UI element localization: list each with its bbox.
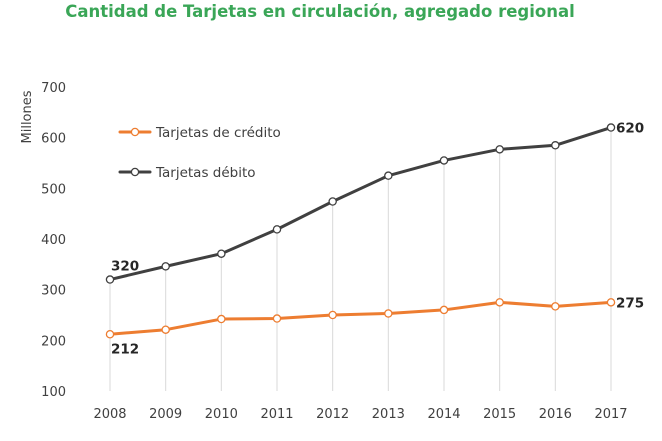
data-label-first: 320 [111,259,139,275]
data-point [551,302,560,311]
x-tick-label: 2014 [427,407,460,422]
y-tick-label: 200 [41,334,66,349]
data-point [606,123,616,132]
data-point [495,145,504,154]
x-tick-label: 2008 [93,407,126,422]
data-label-first: 212 [111,341,139,357]
chart-title: Cantidad de Tarjetas en circulación, agr… [65,2,575,21]
data-point [551,141,560,150]
x-tick-label: 2009 [149,407,182,422]
series-line-0 [108,300,613,336]
y-tick-label: 600 [41,132,66,147]
data-label-last: 620 [616,121,644,137]
x-tick-label: 2012 [316,407,349,422]
data-point [439,305,449,315]
y-tick-label: 400 [41,233,66,248]
legend-swatch-marker [130,127,140,137]
x-tick-label: 2017 [594,407,627,422]
y-axis: 100 200 300 400 500 600 700 [41,81,66,400]
x-axis: 2008 2009 2010 2011 2012 2013 2014 2015 2016 2017 [93,407,627,422]
data-point [105,330,115,339]
y-tick-label: 500 [41,182,66,197]
data-point [495,298,504,307]
series-layer [105,123,616,339]
data-point [161,262,170,271]
y-tick-label: 300 [41,284,66,299]
data-point [328,197,337,206]
legend-swatch-marker [130,167,140,177]
data-labels: 212 275 320 620 [111,121,644,358]
data-label-last: 275 [616,295,644,311]
y-tick-label: 100 [41,385,66,400]
x-tick-label: 2011 [260,407,293,422]
data-point [384,309,393,318]
data-point [328,310,337,320]
data-point [161,325,170,334]
data-point [217,249,226,258]
x-tick-label: 2013 [372,407,405,422]
x-tick-label: 2010 [205,407,238,422]
data-point [384,171,393,180]
legend-label: Tarjetas débito [155,165,256,181]
data-point [105,275,115,284]
y-tick-label: 700 [41,81,66,96]
x-tick-label: 2015 [483,407,516,422]
data-point [272,225,282,234]
data-point [217,314,226,324]
x-tick-label: 2016 [539,407,572,422]
y-axis-label: Millones [20,90,35,143]
data-point [439,156,449,165]
legend: Tarjetas de crédito Tarjetas débito [118,125,281,181]
series-line-1 [108,126,613,282]
data-point [272,314,282,323]
gridlines [109,127,612,391]
legend-label: Tarjetas de crédito [155,125,281,141]
data-point [606,298,616,307]
